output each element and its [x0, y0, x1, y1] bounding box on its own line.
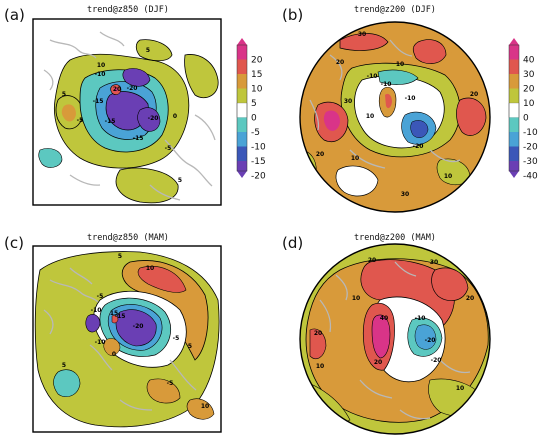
contour-label: -15 — [105, 118, 116, 125]
contour-label: 20 — [316, 151, 324, 158]
contour-label: 20 — [368, 257, 376, 264]
contour-label: -10 — [91, 307, 102, 314]
panel-letter-a: (a) — [4, 6, 25, 24]
contour-label: 20 — [336, 59, 344, 66]
contour-label: 10 — [351, 155, 359, 162]
contour-label: 10 — [97, 62, 105, 69]
contour-label: -20 — [127, 85, 138, 92]
contour-label: 15 — [110, 310, 118, 317]
panel-b: (b) trend@z200 (DJF) — [282, 5, 538, 213]
contour-label: -10 — [381, 81, 392, 88]
contour-labels-a: 10 5 5 -10 -15 -20 20 -5 -15 -20 -15 -5 0 5 — [62, 47, 182, 184]
contour-label: -5 — [97, 293, 104, 300]
panel-letter-b: (b) — [282, 6, 303, 24]
contour-label: 30 — [401, 191, 409, 198]
contour-label: 30 — [358, 31, 366, 38]
map-b — [300, 22, 490, 212]
contour-label: 0 — [173, 113, 177, 120]
contour-label: -20 — [431, 357, 442, 364]
contour-label: 10 — [396, 61, 404, 68]
contour-label: -5 — [167, 380, 174, 387]
panel-d: (d) trend@z200 (MAM) 20 30 — [282, 233, 491, 435]
panel-title-d: trend@z200 (MAM) — [354, 233, 436, 243]
colorbar-tick-label: 15 — [251, 70, 262, 80]
contour-label: -10 — [415, 315, 426, 322]
colorbar-tick-label: 20 — [523, 85, 535, 95]
map-frame-b — [299, 21, 491, 213]
contour-label: 10 — [201, 403, 209, 410]
contour-label: 20 — [374, 359, 382, 366]
contour-label: 10 — [146, 265, 154, 272]
contour-label: -10 — [95, 339, 106, 346]
colorbar-b: 40 30 20 10 0 -10 -20 -30 -40 — [508, 38, 538, 182]
map-a — [33, 19, 221, 205]
map-frame-a — [32, 18, 222, 206]
contour-label: 30 — [344, 98, 352, 105]
colorbar-tick-label: -40 — [523, 172, 538, 182]
contour-label: 10 — [352, 295, 360, 302]
contour-label: 5 — [62, 362, 66, 369]
contour-label: 30 — [430, 259, 438, 266]
contour-label: 5 — [146, 47, 150, 54]
contour-label: 5 — [118, 253, 122, 260]
contour-label: 5 — [62, 91, 66, 98]
colorbar-tick-label: -20 — [523, 143, 538, 153]
map-c — [33, 246, 221, 432]
colorbar-a: 20 15 10 5 0 -5 -10 -15 -20 — [236, 38, 266, 182]
panel-letter-d: (d) — [282, 234, 303, 252]
contour-label: 20 — [470, 91, 478, 98]
contour-label: -5 — [77, 117, 84, 124]
panel-title-c: trend@z850 (MAM) — [87, 233, 169, 243]
contour-label: -15 — [93, 98, 104, 105]
contour-label: 10 — [444, 173, 452, 180]
colorbar-tick-label: 10 — [251, 85, 263, 95]
contour-label: -20 — [148, 115, 159, 122]
contour-label: -15 — [115, 313, 126, 320]
contour-label: -5 — [173, 335, 180, 342]
panel-letter-c: (c) — [4, 234, 24, 252]
contour-labels-d: 20 30 40 10 -10 -20 20 10 20 -20 20 10 — [314, 257, 474, 392]
contour-label: -10 — [95, 71, 106, 78]
map-frame-c — [32, 245, 222, 433]
contour-label: 5 — [178, 177, 182, 184]
colorbar-tick-label: -15 — [251, 157, 266, 167]
contour-label: -10 — [367, 73, 378, 80]
contour-label: 0 — [112, 351, 116, 358]
colorbar-tick-label: 0 — [523, 114, 529, 124]
contour-label: 20 — [466, 295, 474, 302]
contour-label: -10 — [405, 95, 416, 102]
colorbar-tick-label: 20 — [251, 56, 263, 66]
colorbar-tick-label: -10 — [523, 128, 538, 138]
contour-label: 10 — [366, 113, 374, 120]
contour-label: 5 — [188, 343, 192, 350]
panel-a: (a) trend@z850 (DJF) — [4, 5, 266, 206]
contour-label: -20 — [425, 337, 436, 344]
contour-label: -20 — [133, 323, 144, 330]
map-frame-d — [299, 243, 491, 435]
panel-c: (c) trend@z850 (MAM) — [4, 233, 222, 433]
colorbar-tick-label: 30 — [523, 70, 535, 80]
colorbar-tick-label: 40 — [523, 56, 535, 66]
colorbar-tick-label: 0 — [251, 114, 257, 124]
contour-label: 10 — [316, 363, 324, 370]
panel-title-b: trend@z200 (DJF) — [354, 5, 436, 15]
contour-label: 20 — [314, 330, 322, 337]
contour-label: 40 — [380, 315, 388, 322]
contour-label: 10 — [456, 385, 464, 392]
contour-label: -20 — [413, 143, 424, 150]
contour-label: -15 — [133, 135, 144, 142]
map-d — [300, 244, 490, 434]
colorbar-tick-label: -30 — [523, 157, 538, 167]
contour-labels-c: 5 10 -5 -10 -15 -20 15 -10 -5 5 0 5 -5 10 — [62, 253, 209, 410]
contour-label: -5 — [165, 145, 172, 152]
colorbar-tick-label: 5 — [251, 99, 257, 109]
contour-label: 20 — [113, 86, 121, 93]
colorbar-tick-label: -20 — [251, 172, 266, 182]
panel-title-a: trend@z850 (DJF) — [87, 5, 169, 15]
colorbar-tick-label: -10 — [251, 143, 266, 153]
colorbar-tick-label: -5 — [251, 128, 260, 138]
colorbar-tick-label: 10 — [523, 99, 535, 109]
